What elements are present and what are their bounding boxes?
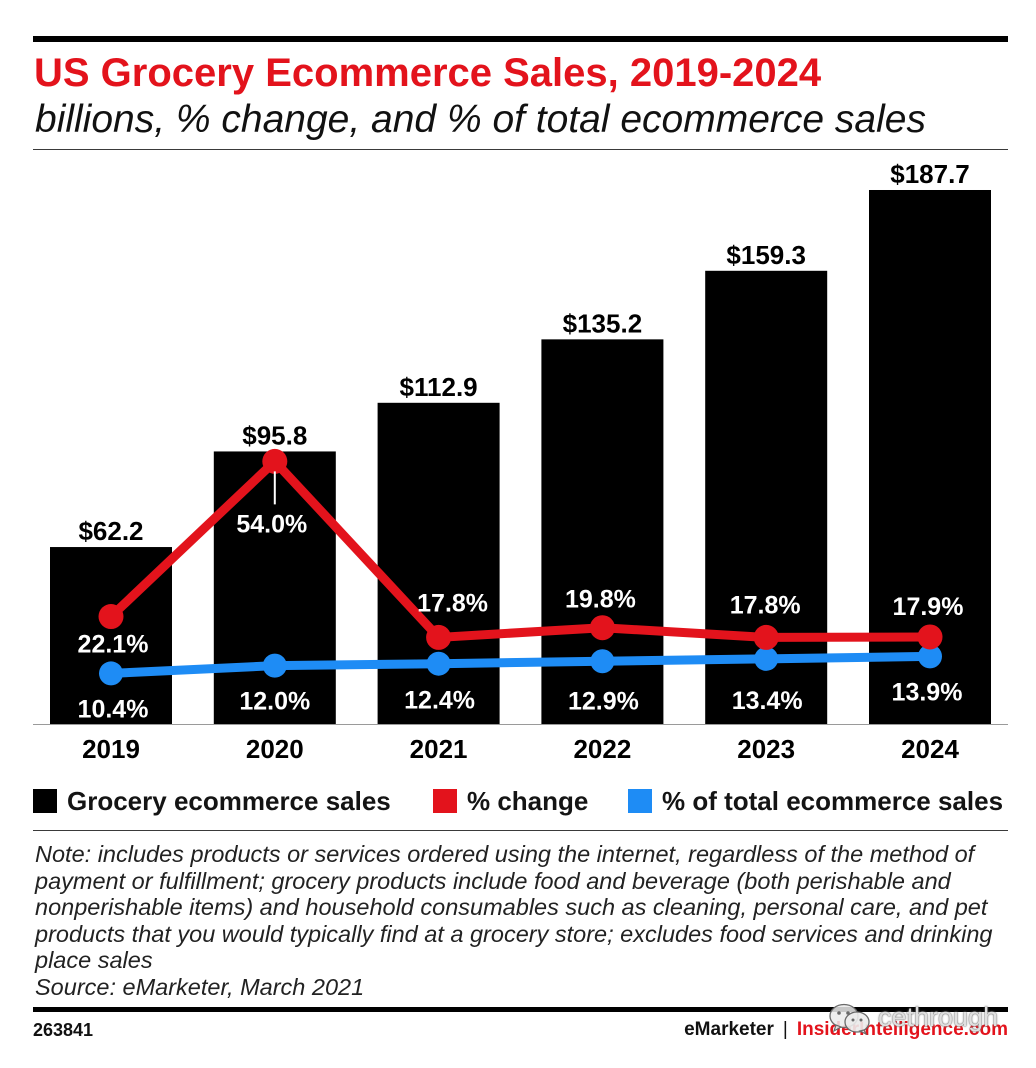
pct-change-label-2020: 54.0%: [236, 510, 307, 538]
legend-swatch-pct-of-total: [628, 789, 652, 813]
bar-value-label-2023: $159.3: [726, 240, 806, 270]
point-pct-of-total-2019: [99, 661, 123, 686]
bottom-rule: [33, 1007, 1008, 1012]
line-series-pct-change: [98, 448, 943, 650]
chart-subtitle: billions, % change, and % of total ecomm…: [35, 98, 926, 141]
pct-change-label-2021: 17.8%: [417, 589, 488, 617]
x-tick-label-2020: 2020: [246, 734, 304, 764]
note-line: nonperishable items) and household consu…: [35, 894, 988, 921]
chart-id: 263841: [33, 1020, 94, 1040]
point-pct-of-total-2022: [590, 649, 615, 674]
header-divider: [33, 149, 1008, 150]
legend-label-grocery-ecommerce-sales: Grocery ecommerce sales: [67, 786, 391, 816]
pct-change-label-2022: 19.8%: [565, 586, 636, 614]
note-line: products that you would typically find a…: [35, 920, 993, 947]
x-tick-label-2024: 2024: [901, 734, 959, 764]
pct-change-label-2019: 22.1%: [78, 631, 149, 659]
note-line: payment or fulfillment; grocery products…: [35, 867, 951, 894]
bar-value-label-2020: $95.8: [242, 420, 307, 450]
bar-value-label-2024: $187.7: [890, 159, 970, 189]
x-tick-label-2022: 2022: [573, 734, 631, 764]
legend-swatch-grocery-ecommerce-sales: [33, 789, 57, 813]
x-tick-label-2021: 2021: [410, 734, 468, 764]
point-pct-change-2024: [917, 624, 943, 650]
bar-2021: [377, 402, 500, 724]
bar-series-grocery-ecommerce-sales: [50, 189, 991, 724]
note-line: place sales: [35, 947, 153, 974]
pct-change-label-2024: 17.9%: [893, 593, 964, 621]
brand-separator: |: [782, 1019, 788, 1040]
point-pct-change-2023: [753, 624, 779, 650]
legend-swatch-pct-change: [433, 789, 457, 813]
pct-of-total-label-2023: 13.4%: [732, 687, 803, 715]
point-pct-change-2019: [98, 604, 124, 630]
bar-value-label-2019: $62.2: [78, 516, 143, 546]
pct-change-label-2023: 17.8%: [730, 591, 801, 619]
point-pct-change-2021: [426, 624, 452, 650]
legend-label-pct-change: % change: [467, 786, 589, 816]
legend-label-pct-of-total: % of total ecommerce sales: [662, 786, 1004, 816]
source-line: Source: eMarketer, March 2021: [35, 973, 365, 1000]
point-pct-of-total-2023: [754, 646, 779, 671]
point-pct-of-total-2021: [426, 651, 451, 676]
x-tick-label-2019: 2019: [82, 734, 140, 764]
pct-of-total-label-2021: 12.4%: [404, 687, 475, 715]
bar-value-label-2022: $135.2: [563, 308, 643, 338]
line-series-pct-of-total: [99, 644, 942, 686]
brand-name: eMarketer: [684, 1019, 774, 1040]
point-pct-change-2020: [262, 448, 288, 474]
line-pct-of-total: [106, 651, 935, 678]
point-pct-change-2022: [589, 615, 615, 641]
pct-of-total-label-2022: 12.9%: [568, 687, 639, 715]
top-rule: [33, 36, 1008, 42]
chart-title: US Grocery Ecommerce Sales, 2019-2024: [34, 51, 822, 95]
pct-of-total-label-2019: 10.4%: [78, 695, 149, 723]
footer-brand: eMarketer | InsiderIntelligence.com: [684, 1020, 1008, 1040]
point-pct-of-total-2020: [262, 653, 287, 678]
chart-note: Note: includes products or services orde…: [35, 841, 992, 1001]
point-pct-of-total-2024: [918, 644, 942, 669]
brand-site: InsiderIntelligence.com: [796, 1019, 1008, 1040]
line-pct-change: [106, 456, 935, 642]
pct-of-total-label-2024: 13.9%: [892, 678, 963, 706]
note-line: Note: includes products or services orde…: [35, 841, 975, 867]
chart-plot: $62.2 $95.8 $112.9 $135.2 $159.3 $187.7 2019 20…: [33, 159, 1008, 764]
x-tick-label-2023: 2023: [737, 734, 795, 764]
pct-of-total-label-2020: 12.0%: [239, 688, 310, 716]
bar-value-label-2021: $112.9: [400, 372, 478, 402]
legend-divider: [33, 830, 1008, 831]
